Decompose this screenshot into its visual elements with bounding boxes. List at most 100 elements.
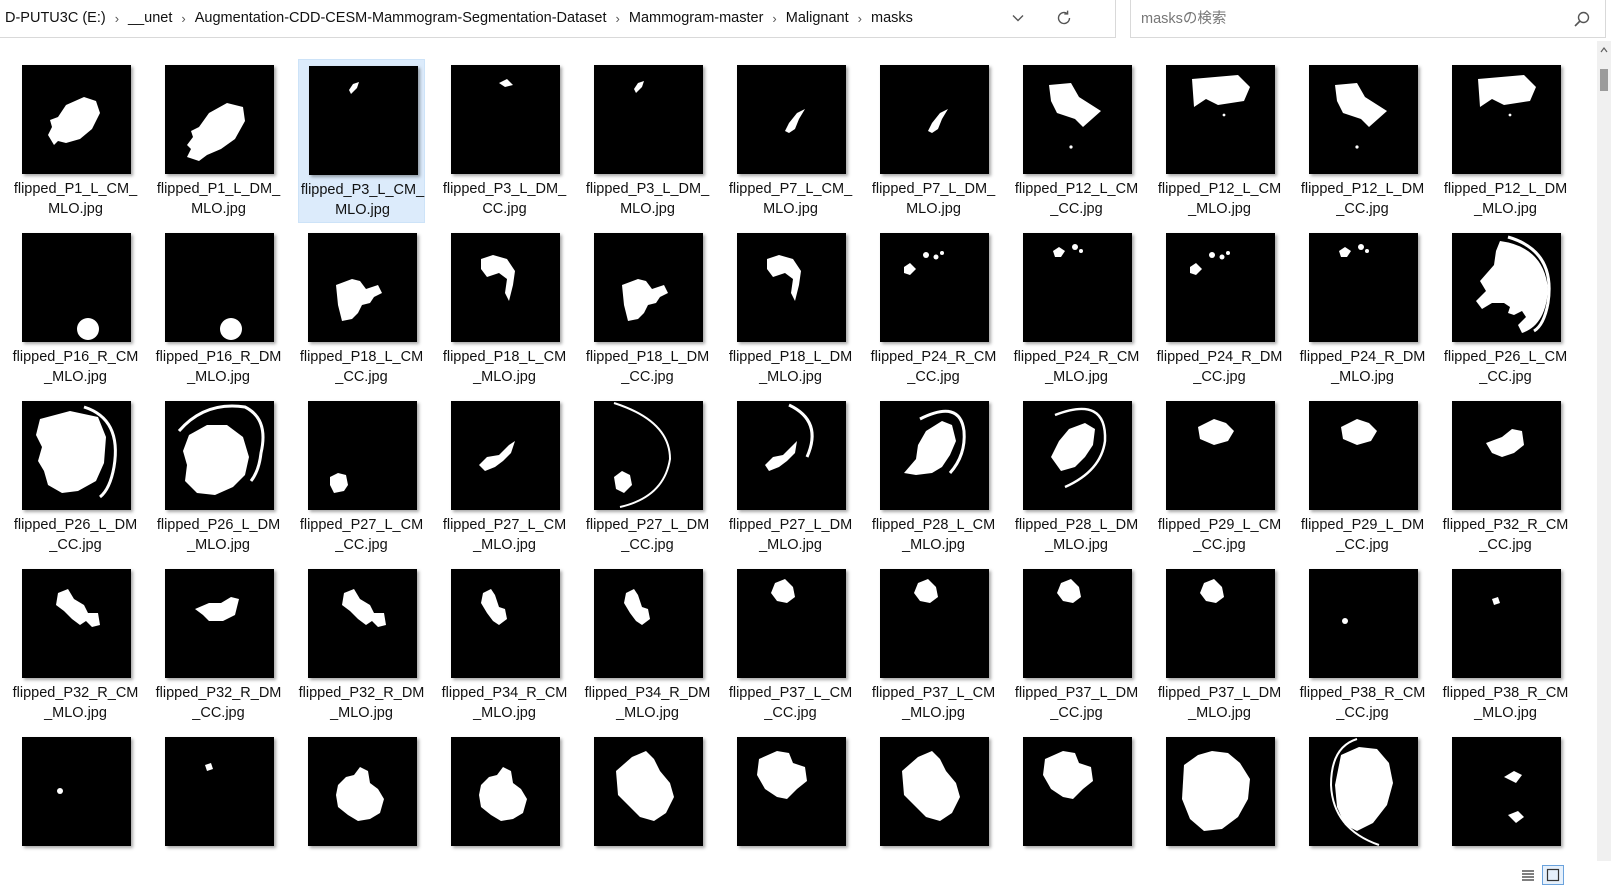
file-item[interactable]: flipped_P18_L_CM_CC.jpg xyxy=(298,227,425,391)
file-thumbnail[interactable] xyxy=(1166,65,1275,174)
file-item[interactable]: flipped_P37_L_CM_CC.jpg xyxy=(727,563,854,727)
file-thumbnail[interactable] xyxy=(165,737,274,846)
file-thumbnail[interactable] xyxy=(737,233,846,342)
breadcrumb-item[interactable]: Augmentation-CDD-CESM-Mammogram-Segmenta… xyxy=(194,10,607,26)
details-view-icon[interactable] xyxy=(1517,865,1539,885)
scroll-up-arrow-icon[interactable] xyxy=(1600,45,1608,55)
breadcrumb-item[interactable]: Mammogram-master xyxy=(628,10,764,26)
file-item[interactable]: flipped_P28_L_CM_MLO.jpg xyxy=(870,395,997,559)
file-thumbnail[interactable] xyxy=(1166,233,1275,342)
file-thumbnail[interactable] xyxy=(1166,737,1275,846)
file-thumbnail[interactable] xyxy=(737,569,846,678)
file-item[interactable] xyxy=(1156,731,1283,861)
file-thumbnail[interactable] xyxy=(1023,401,1132,510)
file-item[interactable]: flipped_P37_L_DM_CC.jpg xyxy=(1013,563,1140,727)
file-item[interactable]: flipped_P12_L_CM_CC.jpg xyxy=(1013,59,1140,223)
file-thumbnail[interactable] xyxy=(22,401,131,510)
search-input[interactable] xyxy=(1139,5,1563,33)
large-icons-view-icon[interactable] xyxy=(1542,865,1564,885)
file-item[interactable]: flipped_P34_R_DM_MLO.jpg xyxy=(584,563,711,727)
file-thumbnail[interactable] xyxy=(1166,569,1275,678)
file-item[interactable]: flipped_P27_L_DM_CC.jpg xyxy=(584,395,711,559)
file-item[interactable]: flipped_P32_R_CM_MLO.jpg xyxy=(12,563,139,727)
file-list-pane[interactable]: flipped_P1_L_CM_MLO.jpg flipped_P1_L_DM_M… xyxy=(0,41,1595,861)
file-item[interactable]: flipped_P29_L_DM_CC.jpg xyxy=(1299,395,1426,559)
file-thumbnail[interactable] xyxy=(1309,233,1418,342)
chevron-right-icon[interactable]: › xyxy=(772,10,777,26)
file-item[interactable]: flipped_P32_R_DM_CC.jpg xyxy=(155,563,282,727)
file-item[interactable]: flipped_P28_L_DM_MLO.jpg xyxy=(1013,395,1140,559)
file-thumbnail[interactable] xyxy=(22,737,131,846)
file-thumbnail[interactable] xyxy=(737,737,846,846)
file-item[interactable]: flipped_P27_L_CM_MLO.jpg xyxy=(441,395,568,559)
file-thumbnail[interactable] xyxy=(309,66,418,175)
file-item[interactable]: flipped_P32_R_DM_MLO.jpg xyxy=(298,563,425,727)
file-thumbnail[interactable] xyxy=(594,569,703,678)
file-item[interactable]: flipped_P24_R_DM_MLO.jpg xyxy=(1299,227,1426,391)
file-thumbnail[interactable] xyxy=(22,569,131,678)
file-item[interactable]: flipped_P18_L_DM_MLO.jpg xyxy=(727,227,854,391)
file-thumbnail[interactable] xyxy=(451,65,560,174)
file-item[interactable]: flipped_P27_L_DM_MLO.jpg xyxy=(727,395,854,559)
file-item[interactable]: flipped_P3_L_DM_CC.jpg xyxy=(441,59,568,223)
file-thumbnail[interactable] xyxy=(1023,737,1132,846)
file-item[interactable]: flipped_P12_L_CM_MLO.jpg xyxy=(1156,59,1283,223)
file-item[interactable] xyxy=(1299,731,1426,861)
file-item[interactable]: flipped_P16_R_CM_MLO.jpg xyxy=(12,227,139,391)
file-item[interactable] xyxy=(727,731,854,861)
file-thumbnail[interactable] xyxy=(165,569,274,678)
refresh-icon[interactable] xyxy=(1047,0,1081,36)
file-item[interactable]: flipped_P18_L_CM_MLO.jpg xyxy=(441,227,568,391)
file-item[interactable] xyxy=(584,731,711,861)
file-thumbnail[interactable] xyxy=(880,233,989,342)
file-item[interactable]: flipped_P12_L_DM_CC.jpg xyxy=(1299,59,1426,223)
search-box[interactable] xyxy=(1130,0,1606,38)
file-item[interactable] xyxy=(155,731,282,861)
file-item[interactable]: flipped_P7_L_DM_MLO.jpg xyxy=(870,59,997,223)
chevron-right-icon[interactable]: › xyxy=(114,10,120,26)
file-item[interactable] xyxy=(1442,731,1569,861)
chevron-right-icon[interactable]: › xyxy=(857,10,862,26)
file-thumbnail[interactable] xyxy=(165,401,274,510)
file-thumbnail[interactable] xyxy=(1023,65,1132,174)
file-thumbnail[interactable] xyxy=(308,233,417,342)
file-thumbnail[interactable] xyxy=(308,737,417,846)
file-item[interactable]: flipped_P24_R_CM_MLO.jpg xyxy=(1013,227,1140,391)
file-item[interactable]: flipped_P24_R_DM_CC.jpg xyxy=(1156,227,1283,391)
chevron-down-icon[interactable] xyxy=(1001,0,1035,36)
breadcrumb-item[interactable]: D-PUTU3C (E:) xyxy=(5,10,106,26)
breadcrumb-item[interactable]: __unet xyxy=(128,10,173,26)
file-thumbnail[interactable] xyxy=(451,737,560,846)
file-item[interactable]: flipped_P1_L_CM_MLO.jpg xyxy=(12,59,139,223)
file-item[interactable] xyxy=(441,731,568,861)
address-bar[interactable]: D-PUTU3C (E:) › __unet › Augmentation-CDD-CE… xyxy=(0,0,1116,38)
file-thumbnail[interactable] xyxy=(1166,401,1275,510)
breadcrumb-item[interactable]: Malignant xyxy=(785,10,849,26)
file-item[interactable]: flipped_P38_R_CM_CC.jpg xyxy=(1299,563,1426,727)
file-item[interactable]: flipped_P38_R_CM_MLO.jpg xyxy=(1442,563,1569,727)
file-thumbnail[interactable] xyxy=(451,233,560,342)
file-thumbnail[interactable] xyxy=(594,401,703,510)
file-thumbnail[interactable] xyxy=(737,401,846,510)
file-item[interactable]: flipped_P37_L_DM_MLO.jpg xyxy=(1156,563,1283,727)
file-thumbnail[interactable] xyxy=(1452,569,1561,678)
file-item[interactable]: flipped_P26_L_DM_MLO.jpg xyxy=(155,395,282,559)
file-thumbnail[interactable] xyxy=(1452,65,1561,174)
file-thumbnail[interactable] xyxy=(880,569,989,678)
file-item[interactable] xyxy=(12,731,139,861)
file-thumbnail[interactable] xyxy=(308,569,417,678)
file-thumbnail[interactable] xyxy=(22,65,131,174)
file-thumbnail[interactable] xyxy=(1023,233,1132,342)
file-item[interactable]: flipped_P1_L_DM_MLO.jpg xyxy=(155,59,282,223)
file-thumbnail[interactable] xyxy=(1309,737,1418,846)
file-item[interactable]: flipped_P3_L_DM_MLO.jpg xyxy=(584,59,711,223)
file-item[interactable]: flipped_P3_L_CM_MLO.jpg xyxy=(298,59,425,223)
file-thumbnail[interactable] xyxy=(1452,737,1561,846)
file-item[interactable]: flipped_P32_R_CM_CC.jpg xyxy=(1442,395,1569,559)
file-item[interactable]: flipped_P18_L_DM_CC.jpg xyxy=(584,227,711,391)
file-thumbnail[interactable] xyxy=(737,65,846,174)
file-item[interactable]: flipped_P12_L_DM_MLO.jpg xyxy=(1442,59,1569,223)
file-item[interactable] xyxy=(298,731,425,861)
file-thumbnail[interactable] xyxy=(1452,233,1561,342)
file-thumbnail[interactable] xyxy=(880,65,989,174)
